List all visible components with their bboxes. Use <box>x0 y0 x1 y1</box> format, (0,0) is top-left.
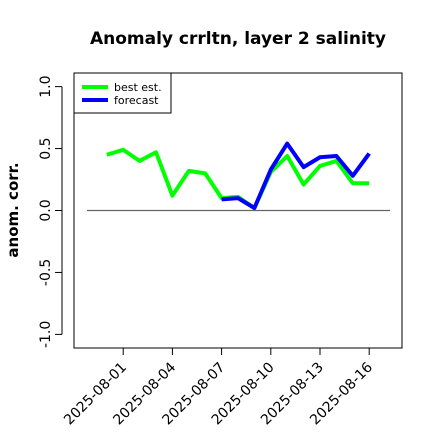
chart-title: Anomaly crrltn, layer 2 salinity <box>90 29 386 49</box>
series-line <box>221 141 371 211</box>
legend-box <box>73 72 172 114</box>
y-axis-label: anom. corr. <box>4 162 22 257</box>
y-tick-label: -1.0 <box>38 321 54 348</box>
y-tick-label: -0.5 <box>38 259 54 286</box>
y-tick-label: 0.5 <box>38 137 54 159</box>
legend-label: best est. <box>114 81 162 94</box>
y-tick-label: 0.0 <box>38 199 54 221</box>
legend-label: forecast <box>114 94 159 107</box>
y-tick-label: 1.0 <box>38 75 54 97</box>
